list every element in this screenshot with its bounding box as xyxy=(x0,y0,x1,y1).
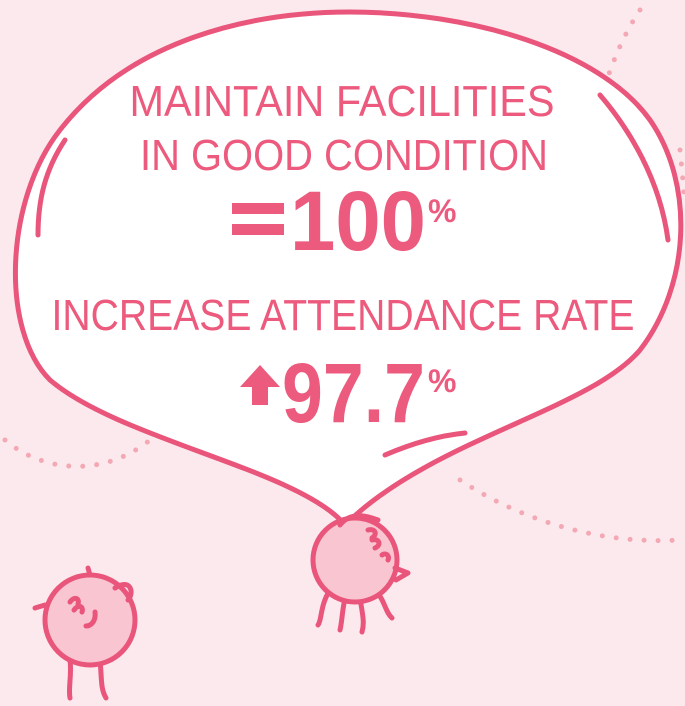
goal-label: IN GOOD CONDITION xyxy=(140,131,548,180)
dotted-line xyxy=(5,440,150,466)
goal-label: INCREASE ATTENDANCE RATE xyxy=(52,291,635,340)
equals-icon xyxy=(232,203,284,214)
goal-value: 97.7 xyxy=(282,346,425,440)
goal-unit: % xyxy=(428,193,456,229)
character xyxy=(313,516,408,632)
character xyxy=(35,568,135,698)
goal-label: MAINTAIN FACILITIES xyxy=(130,77,555,126)
infographic: MAINTAIN FACILITIES IN GOOD CONDITION 10… xyxy=(0,0,685,706)
page: {"goals": [ {"label_lines": ["MAINTAIN F… xyxy=(0,0,685,706)
goal-value: 100 xyxy=(290,174,426,268)
equals-icon xyxy=(232,224,284,235)
dotted-line xyxy=(460,480,680,541)
goal-unit: % xyxy=(428,363,456,399)
